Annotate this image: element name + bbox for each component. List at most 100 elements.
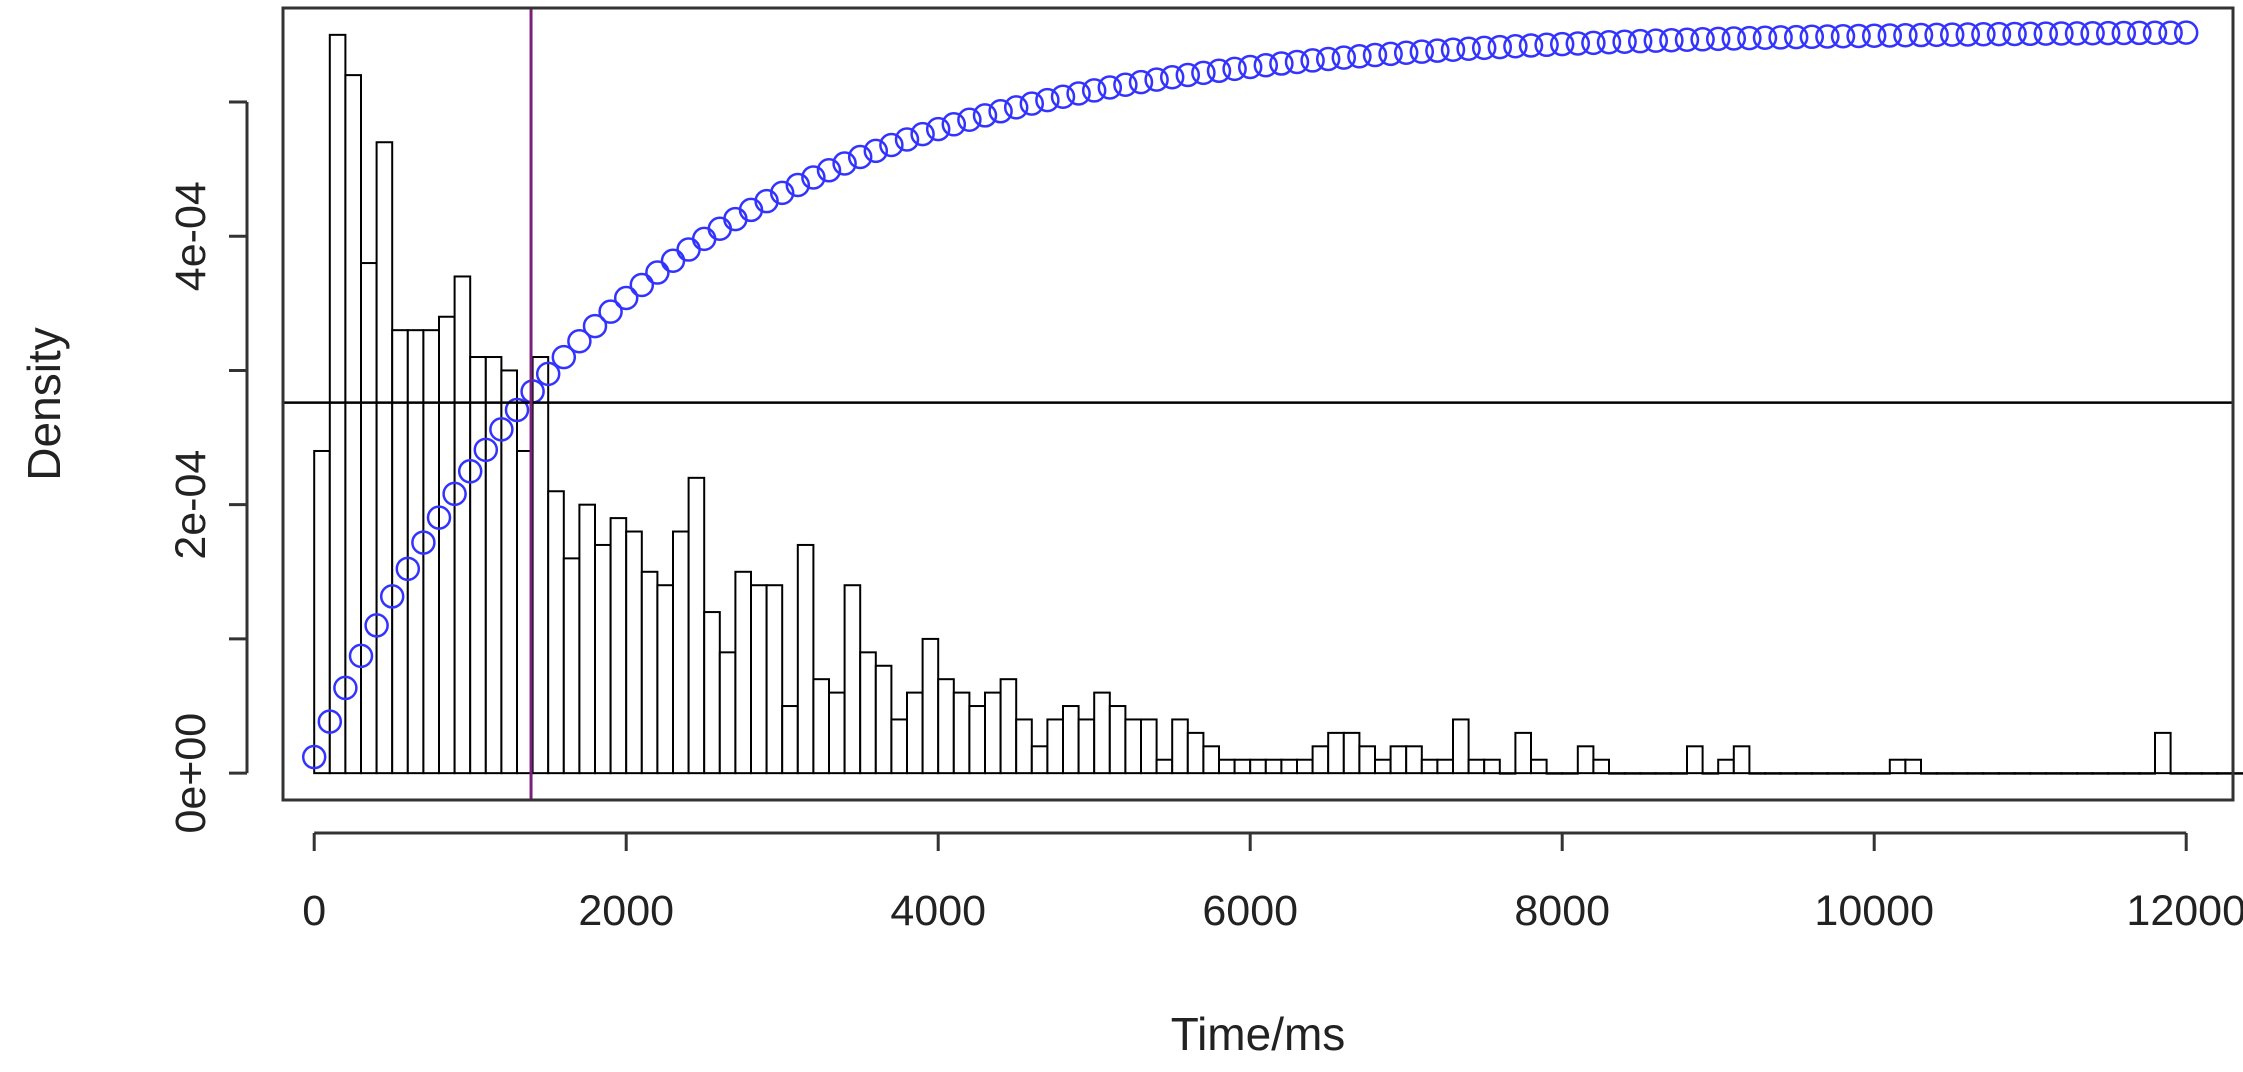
cdf-point <box>473 437 499 463</box>
histogram-bar <box>1561 772 1579 775</box>
histogram-bar <box>594 543 612 775</box>
cdf-point <box>1128 69 1154 95</box>
cdf-point <box>411 530 436 555</box>
histogram-bar <box>2185 772 2203 775</box>
cdf-point <box>1830 23 1856 49</box>
cdf-point <box>379 584 405 609</box>
cdf-point <box>754 188 779 214</box>
histogram-bar <box>952 691 971 775</box>
histogram-bar <box>2029 772 2047 775</box>
histogram-bar <box>1405 745 1423 775</box>
histogram-bar <box>2044 772 2063 775</box>
histogram-bar <box>1264 758 1283 775</box>
cdf-point <box>1971 22 1996 47</box>
cdf-point <box>348 643 374 669</box>
cdf-point <box>1503 34 1528 59</box>
histogram-bar <box>1966 772 1985 775</box>
cdf-point <box>941 112 967 137</box>
histogram-bar <box>2013 772 2032 775</box>
cdf-point <box>1690 27 1715 52</box>
cdf-point <box>1534 32 1559 58</box>
cdf-point <box>2017 21 2043 47</box>
histogram-bar <box>1218 758 1236 775</box>
cdf-point <box>1861 23 1887 48</box>
cdf-point <box>1315 46 1341 72</box>
histogram-bar <box>1717 758 1735 775</box>
x-tick-label: 0 <box>302 887 326 935</box>
cdf-point <box>1518 33 1544 58</box>
histogram-bar <box>984 691 1002 775</box>
histogram-bar <box>1420 758 1439 775</box>
cdf-point <box>691 226 717 252</box>
histogram-bar <box>796 543 815 775</box>
histogram-bar <box>1311 745 1330 775</box>
cdf-point <box>1565 31 1591 56</box>
histogram-bar <box>1576 745 1595 775</box>
histogram-bar <box>547 490 565 775</box>
cdf-point <box>1581 30 1606 56</box>
cdf-point <box>1846 23 1871 49</box>
histogram-bar <box>531 356 550 775</box>
cdf-point <box>1752 25 1778 51</box>
cdf-point <box>1705 26 1731 52</box>
cdf-point <box>535 361 561 387</box>
cdf-point <box>1393 40 1419 66</box>
cdf-points <box>301 20 2199 770</box>
cdf-point <box>1612 29 1637 54</box>
histogram-bar <box>1108 705 1127 775</box>
plot-frame <box>281 6 2235 802</box>
histogram-bar <box>1046 718 1065 775</box>
y-tick-label: 2e-04 <box>167 450 215 560</box>
histogram-bar <box>1654 772 1673 775</box>
cdf-point <box>1627 28 1653 54</box>
cdf-point <box>645 260 670 285</box>
cdf-point <box>301 744 327 770</box>
cdf-point <box>1362 42 1388 68</box>
histogram-bar <box>843 584 862 775</box>
cdf-point <box>925 116 951 142</box>
histogram-bar <box>1436 758 1455 775</box>
cdf-point <box>1191 60 1216 86</box>
histogram-bar <box>765 584 784 775</box>
histogram-bar <box>812 678 831 775</box>
histogram-bar <box>1623 772 1642 775</box>
cdf-point <box>567 328 592 354</box>
histogram-bar <box>1342 731 1361 775</box>
histogram-bar <box>1904 758 1923 775</box>
histogram-bar <box>1467 758 1486 775</box>
histogram-bar <box>1186 731 1205 775</box>
histogram-bar <box>1795 772 1813 775</box>
histogram-bar <box>921 637 940 775</box>
cdf-point <box>2095 20 2121 46</box>
cdf-point <box>1144 67 1169 92</box>
cdf-point <box>707 216 733 241</box>
cdf-point <box>1674 27 1700 52</box>
histogram-bar <box>1077 718 1096 775</box>
histogram-bar <box>672 530 690 775</box>
cdf-point <box>1019 91 1045 116</box>
histogram-bar <box>1233 758 1252 775</box>
x-tick-label: 4000 <box>890 887 986 935</box>
histogram-bar <box>1920 772 1938 775</box>
histogram-bar <box>1935 772 1954 775</box>
histogram-bar <box>906 691 924 775</box>
histogram-bar <box>750 584 768 775</box>
histogram-bar <box>1779 772 1798 775</box>
cdf-point <box>2064 21 2090 46</box>
histogram-bar <box>1202 745 1221 775</box>
y-axis: 0e+00 2e-04 4e-04 <box>167 100 249 834</box>
cdf-point <box>489 417 514 442</box>
histogram-bar <box>500 369 518 775</box>
histogram-bar <box>1826 772 1845 775</box>
cdf-point <box>1347 44 1372 69</box>
histogram-bar <box>562 557 581 775</box>
cdf-point <box>1737 25 1762 51</box>
cdf-point <box>1955 22 1981 47</box>
cdf-point <box>364 613 389 638</box>
histogram-bar <box>2138 772 2156 775</box>
histogram-bar <box>1686 745 1704 775</box>
histogram-bar <box>1842 772 1860 775</box>
cdf-point <box>1721 26 1747 51</box>
cdf-point <box>1425 38 1450 63</box>
cdf-point <box>1331 45 1357 70</box>
